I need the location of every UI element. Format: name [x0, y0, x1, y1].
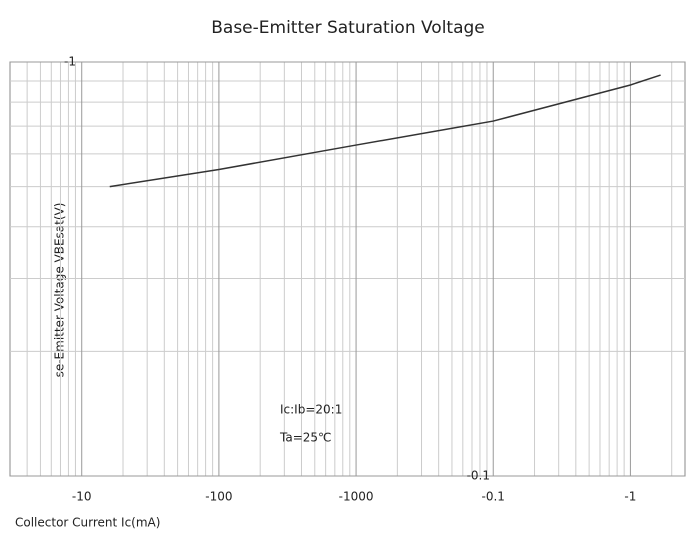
x-tick-label: -0.1	[482, 490, 505, 504]
y-tick-label: -0.1	[467, 469, 490, 483]
x-tick-label: -1000	[339, 490, 374, 504]
annotation: Ic:Ib=20:1	[280, 403, 342, 417]
x-axis-title: Collector Current Ic(mA)	[15, 516, 160, 530]
x-tick-label: -100	[205, 490, 232, 504]
annotation: Ta=25℃	[279, 431, 332, 445]
chart-title: Base-Emitter Saturation Voltage	[211, 18, 485, 38]
x-tick-label: -10	[72, 490, 92, 504]
data-line	[109, 74, 661, 188]
plot-area	[9, 61, 686, 477]
x-tick-label: -1	[624, 490, 636, 504]
y-axis-title: se-Emitter Voltage VBEsat(V)	[53, 203, 67, 378]
y-tick-label: -1	[64, 55, 76, 69]
